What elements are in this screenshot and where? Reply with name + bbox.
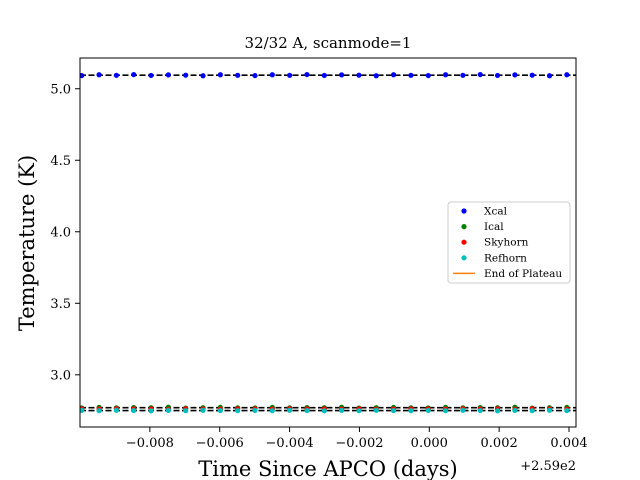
refhorn-point bbox=[425, 407, 431, 414]
xcal-point bbox=[165, 72, 171, 78]
legend-marker-refhorn bbox=[461, 255, 467, 261]
refhorn-point bbox=[131, 407, 137, 414]
x-tick-label: −0.006 bbox=[196, 436, 244, 451]
refhorn-point bbox=[339, 407, 345, 414]
xcal-point bbox=[113, 72, 119, 78]
xcal-point bbox=[373, 73, 379, 79]
xcal-point bbox=[321, 72, 327, 79]
plot-frame bbox=[79, 57, 577, 428]
y-tick-label: 4.5 bbox=[50, 154, 71, 169]
xcal-point bbox=[304, 71, 310, 78]
refhorn-point bbox=[252, 407, 258, 414]
legend-label-end-of-plateau: End of Plateau bbox=[484, 268, 562, 280]
refhorn-point bbox=[546, 407, 553, 413]
refhorn-point bbox=[96, 408, 102, 414]
refhorn-point bbox=[529, 408, 535, 414]
x-tick-label: −0.008 bbox=[126, 436, 174, 451]
refhorn-point bbox=[235, 408, 241, 414]
x-offset-label: +2.59e2 bbox=[520, 459, 576, 474]
xcal-point bbox=[460, 72, 466, 78]
legend-marker-skyhorn bbox=[461, 239, 467, 245]
xcal-point bbox=[96, 72, 102, 78]
xcal-point bbox=[80, 72, 85, 79]
xcal-point bbox=[339, 72, 345, 78]
x-tick-label: 0.000 bbox=[411, 436, 448, 451]
refhorn-point bbox=[148, 408, 154, 414]
refhorn-point bbox=[408, 408, 414, 414]
legend-label-xcal: Xcal bbox=[484, 206, 508, 218]
xcal-point bbox=[148, 72, 154, 79]
xcal-point bbox=[252, 72, 258, 79]
xcal-point bbox=[477, 71, 483, 78]
legend-label-skyhorn: Skyhorn bbox=[484, 237, 529, 249]
legend-box bbox=[447, 201, 571, 284]
y-tick-label: 5.0 bbox=[50, 82, 71, 97]
y-tick-label: 3.0 bbox=[50, 368, 71, 383]
xcal-point bbox=[408, 72, 414, 78]
refhorn-point bbox=[460, 407, 466, 413]
refhorn-point bbox=[113, 407, 119, 413]
x-tick-label: 0.004 bbox=[550, 436, 587, 451]
refhorn-point bbox=[564, 407, 570, 414]
xcal-point bbox=[425, 72, 431, 79]
refhorn-point bbox=[494, 408, 501, 414]
refhorn-point bbox=[80, 407, 85, 414]
xcal-point bbox=[269, 72, 275, 78]
refhorn-point bbox=[356, 408, 362, 414]
xcal-point bbox=[235, 72, 241, 78]
xcal-point bbox=[183, 72, 189, 78]
legend-label-refhorn: Refhorn bbox=[484, 252, 527, 264]
y-axis-label: Temperature (K) bbox=[15, 155, 39, 331]
refhorn-point bbox=[183, 408, 189, 414]
refhorn-point bbox=[512, 407, 518, 414]
xcal-point bbox=[200, 73, 206, 79]
xcal-point bbox=[217, 72, 223, 78]
series-refhorn bbox=[80, 407, 570, 414]
refhorn-point bbox=[373, 407, 379, 413]
refhorn-point bbox=[287, 407, 293, 413]
xcal-point bbox=[442, 72, 449, 78]
xcal-point bbox=[287, 72, 293, 78]
legend-label-ical: Ical bbox=[484, 221, 504, 233]
refhorn-point bbox=[304, 407, 310, 414]
refhorn-point bbox=[269, 408, 275, 414]
xcal-point bbox=[512, 72, 518, 78]
refhorn-point bbox=[390, 407, 397, 414]
xcal-point bbox=[546, 73, 553, 79]
x-tick-label: −0.002 bbox=[335, 436, 383, 451]
x-tick-label: −0.004 bbox=[266, 436, 314, 451]
y-tick-label: 4.0 bbox=[50, 225, 71, 240]
xcal-point bbox=[494, 72, 501, 79]
legend-marker-ical bbox=[461, 224, 467, 230]
legend-marker-xcal bbox=[461, 208, 467, 214]
x-tick-label: 0.002 bbox=[481, 436, 518, 451]
refhorn-point bbox=[442, 408, 449, 414]
xcal-point bbox=[564, 72, 570, 78]
xcal-point bbox=[131, 71, 137, 78]
xcal-point bbox=[390, 72, 397, 78]
y-tick-label: 3.5 bbox=[50, 297, 71, 312]
refhorn-point bbox=[217, 407, 223, 414]
x-axis-label: Time Since APCO (days) bbox=[198, 457, 457, 480]
refhorn-point bbox=[321, 408, 327, 414]
chart-title: 32/32 A, scanmode=1 bbox=[245, 34, 412, 52]
xcal-point bbox=[356, 72, 362, 78]
xcal-point bbox=[529, 72, 535, 78]
series-xcal bbox=[80, 71, 570, 79]
refhorn-point bbox=[165, 407, 171, 414]
legend: Xcal Ical Skyhorn Refhorn End of Plateau bbox=[447, 201, 571, 284]
refhorn-point bbox=[477, 407, 483, 414]
refhorn-point bbox=[200, 407, 206, 413]
